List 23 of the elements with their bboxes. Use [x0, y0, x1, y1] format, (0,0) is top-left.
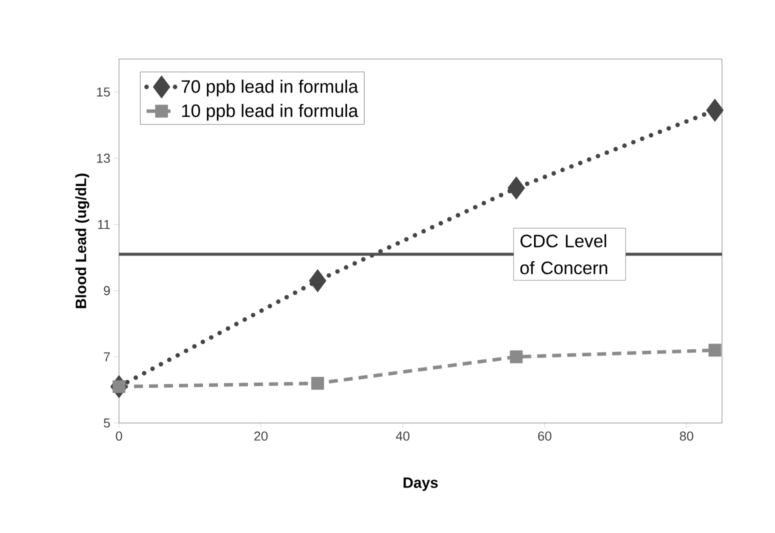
x-tick-label: 80 — [680, 432, 694, 441]
y-axis-title: Blood Lead (ug/dL) — [75, 174, 90, 308]
point — [308, 269, 326, 292]
point — [112, 380, 126, 393]
y-tick-label: 9 — [104, 286, 110, 296]
y-tick-label: 5 — [104, 418, 110, 428]
x-tick-label: 20 — [254, 432, 268, 441]
y-tick-label: 11 — [98, 220, 110, 229]
point — [706, 98, 724, 122]
point — [508, 176, 525, 200]
y-tick-label: 13 — [97, 154, 110, 163]
x-tick-label: 0 — [116, 432, 122, 441]
x-tick-label: 40 — [396, 432, 410, 441]
legend-label: 10 ppb lead in formula — [182, 104, 358, 121]
ref-line-label: CDC Level of Concern — [520, 234, 608, 274]
legend-label: 70 ppb lead in formula — [182, 80, 358, 96]
point — [311, 376, 324, 390]
point — [510, 350, 523, 364]
point — [708, 344, 722, 357]
y-tick-label: 15 — [97, 88, 110, 97]
y-tick-label: 7 — [104, 352, 110, 362]
x-axis-title: Days — [404, 478, 438, 491]
x-tick-label: 60 — [538, 432, 552, 441]
